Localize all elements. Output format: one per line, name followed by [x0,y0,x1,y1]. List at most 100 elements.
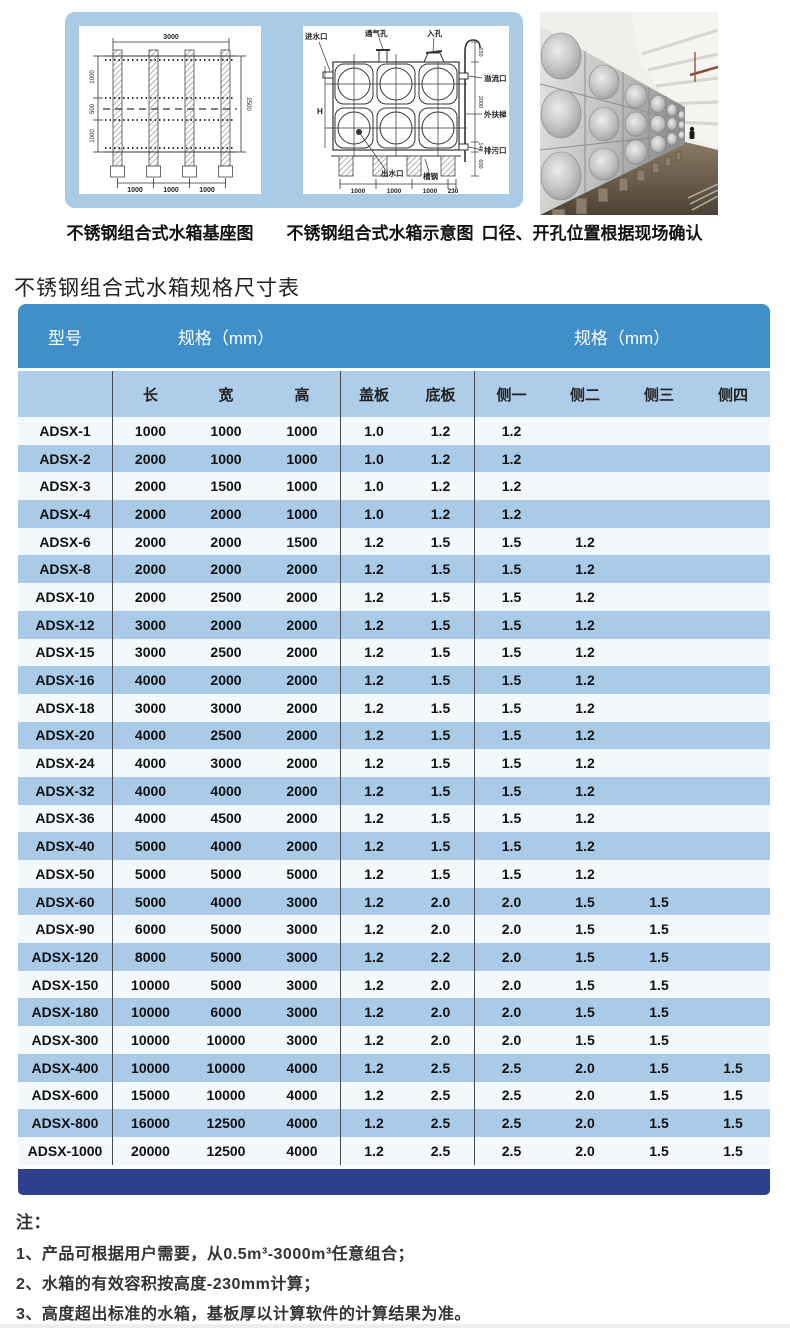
cell-value [696,417,770,445]
subheader-empty [18,371,112,417]
cell-value: 2000 [210,561,242,578]
cell-value [696,832,770,860]
cell-value [696,666,770,694]
cell-model: ADSX-32 [35,782,95,799]
cell-value: 1.5 [649,1004,669,1021]
cell-value: 2.2 [430,948,451,965]
cell-value: 2000 [286,782,318,799]
table-row: ADSX-300 10000 10000 3000 1.2 2.0 2.0 1.5 1.5 [18,1026,770,1054]
cell-value: 2000 [286,616,318,633]
table-row: ADSX-150 10000 5000 3000 1.2 2.0 2.0 1.5 1.5 [18,970,770,999]
cell-value [548,472,622,500]
cell-value: 4000 [112,749,188,777]
cell-value: 1.2 [474,417,548,445]
table-row: ADSX-8 2000 2000 2000 1.2 1.5 1.5 1.2 [18,555,770,584]
cell-model: ADSX-24 [35,755,95,772]
cell-value: 2.0 [430,893,451,910]
cell-value: 1.5 [723,1059,743,1076]
schematic-label-manhole: 入孔 [426,28,442,38]
cell-value: 1.2 [340,860,407,888]
base-dim-right: 2500 [245,97,251,111]
cell-value: 1.5 [723,1115,743,1132]
cell-value: 1.5 [430,755,451,772]
cell-value: 2000 [112,472,188,501]
cell-model: ADSX-90 [35,921,95,938]
schematic-dim-right-1: 650 [477,47,483,56]
cell-value: 1.0 [340,500,407,528]
table-row: ADSX-12 3000 2000 2000 1.2 1.5 1.5 1.2 [18,610,770,639]
table-row: ADSX-6 2000 2000 1500 1.2 1.5 1.5 1.2 [18,527,770,556]
cell-value: 2.0 [430,976,451,993]
subheader-height: 高 [294,386,310,404]
schematic-label-ladder: 外扶梯 [484,109,507,119]
cell-value [696,528,770,556]
cell-value [622,777,696,805]
schematic-label-channel: 槽钢 [423,171,438,181]
cell-value: 10000 [206,1087,246,1104]
cell-value [622,417,696,445]
cell-value: 4000 [286,1059,318,1076]
cell-value: 1.5 [723,1087,743,1104]
cell-model: ADSX-10 [35,588,95,605]
cell-value: 6000 [210,1004,242,1021]
cell-value: 2000 [286,561,318,578]
cell-value [622,832,696,860]
cell-value: 8000 [112,943,188,971]
table-subheader-row: 长 宽 高 盖板 底板 侧一 侧二 侧三 侧四 [18,371,770,417]
subheader-cover-plate: 盖板 [340,371,407,417]
cell-value: 1.2 [340,1136,407,1165]
cell-model: ADSX-120 [31,948,99,965]
cell-value: 1.2 [340,527,407,556]
cell-value: 1.5 [474,721,548,750]
header-spec-mm-right: 规格（mm） [573,328,671,348]
cell-value: 1.5 [474,832,548,860]
cell-value: 1.5 [723,1142,743,1159]
cell-value [696,722,770,750]
cell-value: 10000 [112,970,188,999]
cell-model: ADSX-18 [35,699,95,716]
cell-value: 3000 [286,921,318,938]
cell-value: 1.2 [575,838,595,855]
cell-value: 1.2 [340,1026,407,1054]
cell-value: 10000 [112,1053,188,1082]
cell-value: 3000 [210,699,242,716]
table-footer-bar [18,1168,770,1195]
cell-value: 1.5 [474,749,548,777]
schematic-label-overflow: 溢流口 [484,73,507,83]
cell-value [696,943,770,971]
cell-value: 2000 [286,755,318,772]
subheader-side-4: 侧四 [717,386,748,404]
cell-value [622,694,696,722]
cell-value: 2.5 [430,1059,451,1076]
cell-value: 2500 [210,588,242,605]
cell-value: 2000 [210,672,242,689]
cell-value [548,417,622,445]
cell-value: 1.2 [340,610,407,639]
cell-value: 2500 [210,727,242,744]
base-dim-bottom-3: 1000 [199,187,215,194]
cell-value [696,583,770,611]
cell-value: 16000 [112,1109,188,1137]
cell-value: 1.2 [575,672,595,689]
schematic-dim-bottom-1: 1000 [351,188,366,194]
table-row: ADSX-16 4000 2000 2000 1.2 1.5 1.5 1.2 [18,666,770,694]
cell-value: 1.5 [430,588,451,605]
cell-value: 1.5 [430,865,451,882]
cell-value [696,915,770,943]
page-bottom-edge [0,1324,790,1328]
cell-value: 1.5 [430,810,451,827]
cell-value: 2.0 [430,921,451,938]
cell-value: 1.0 [340,417,407,445]
cell-value [696,860,770,888]
cell-value: 3000 [112,610,188,639]
cell-value: 1.2 [575,644,595,661]
cell-value: 2000 [286,699,318,716]
tank-photo [540,12,718,215]
cell-value [622,555,696,583]
cell-value: 1.5 [649,1087,669,1104]
cell-value: 1.5 [474,860,548,888]
cell-model: ADSX-40 [35,838,95,855]
cell-model: ADSX-12 [35,616,95,633]
cell-value: 2.5 [430,1087,451,1104]
cell-value: 5000 [210,865,242,882]
